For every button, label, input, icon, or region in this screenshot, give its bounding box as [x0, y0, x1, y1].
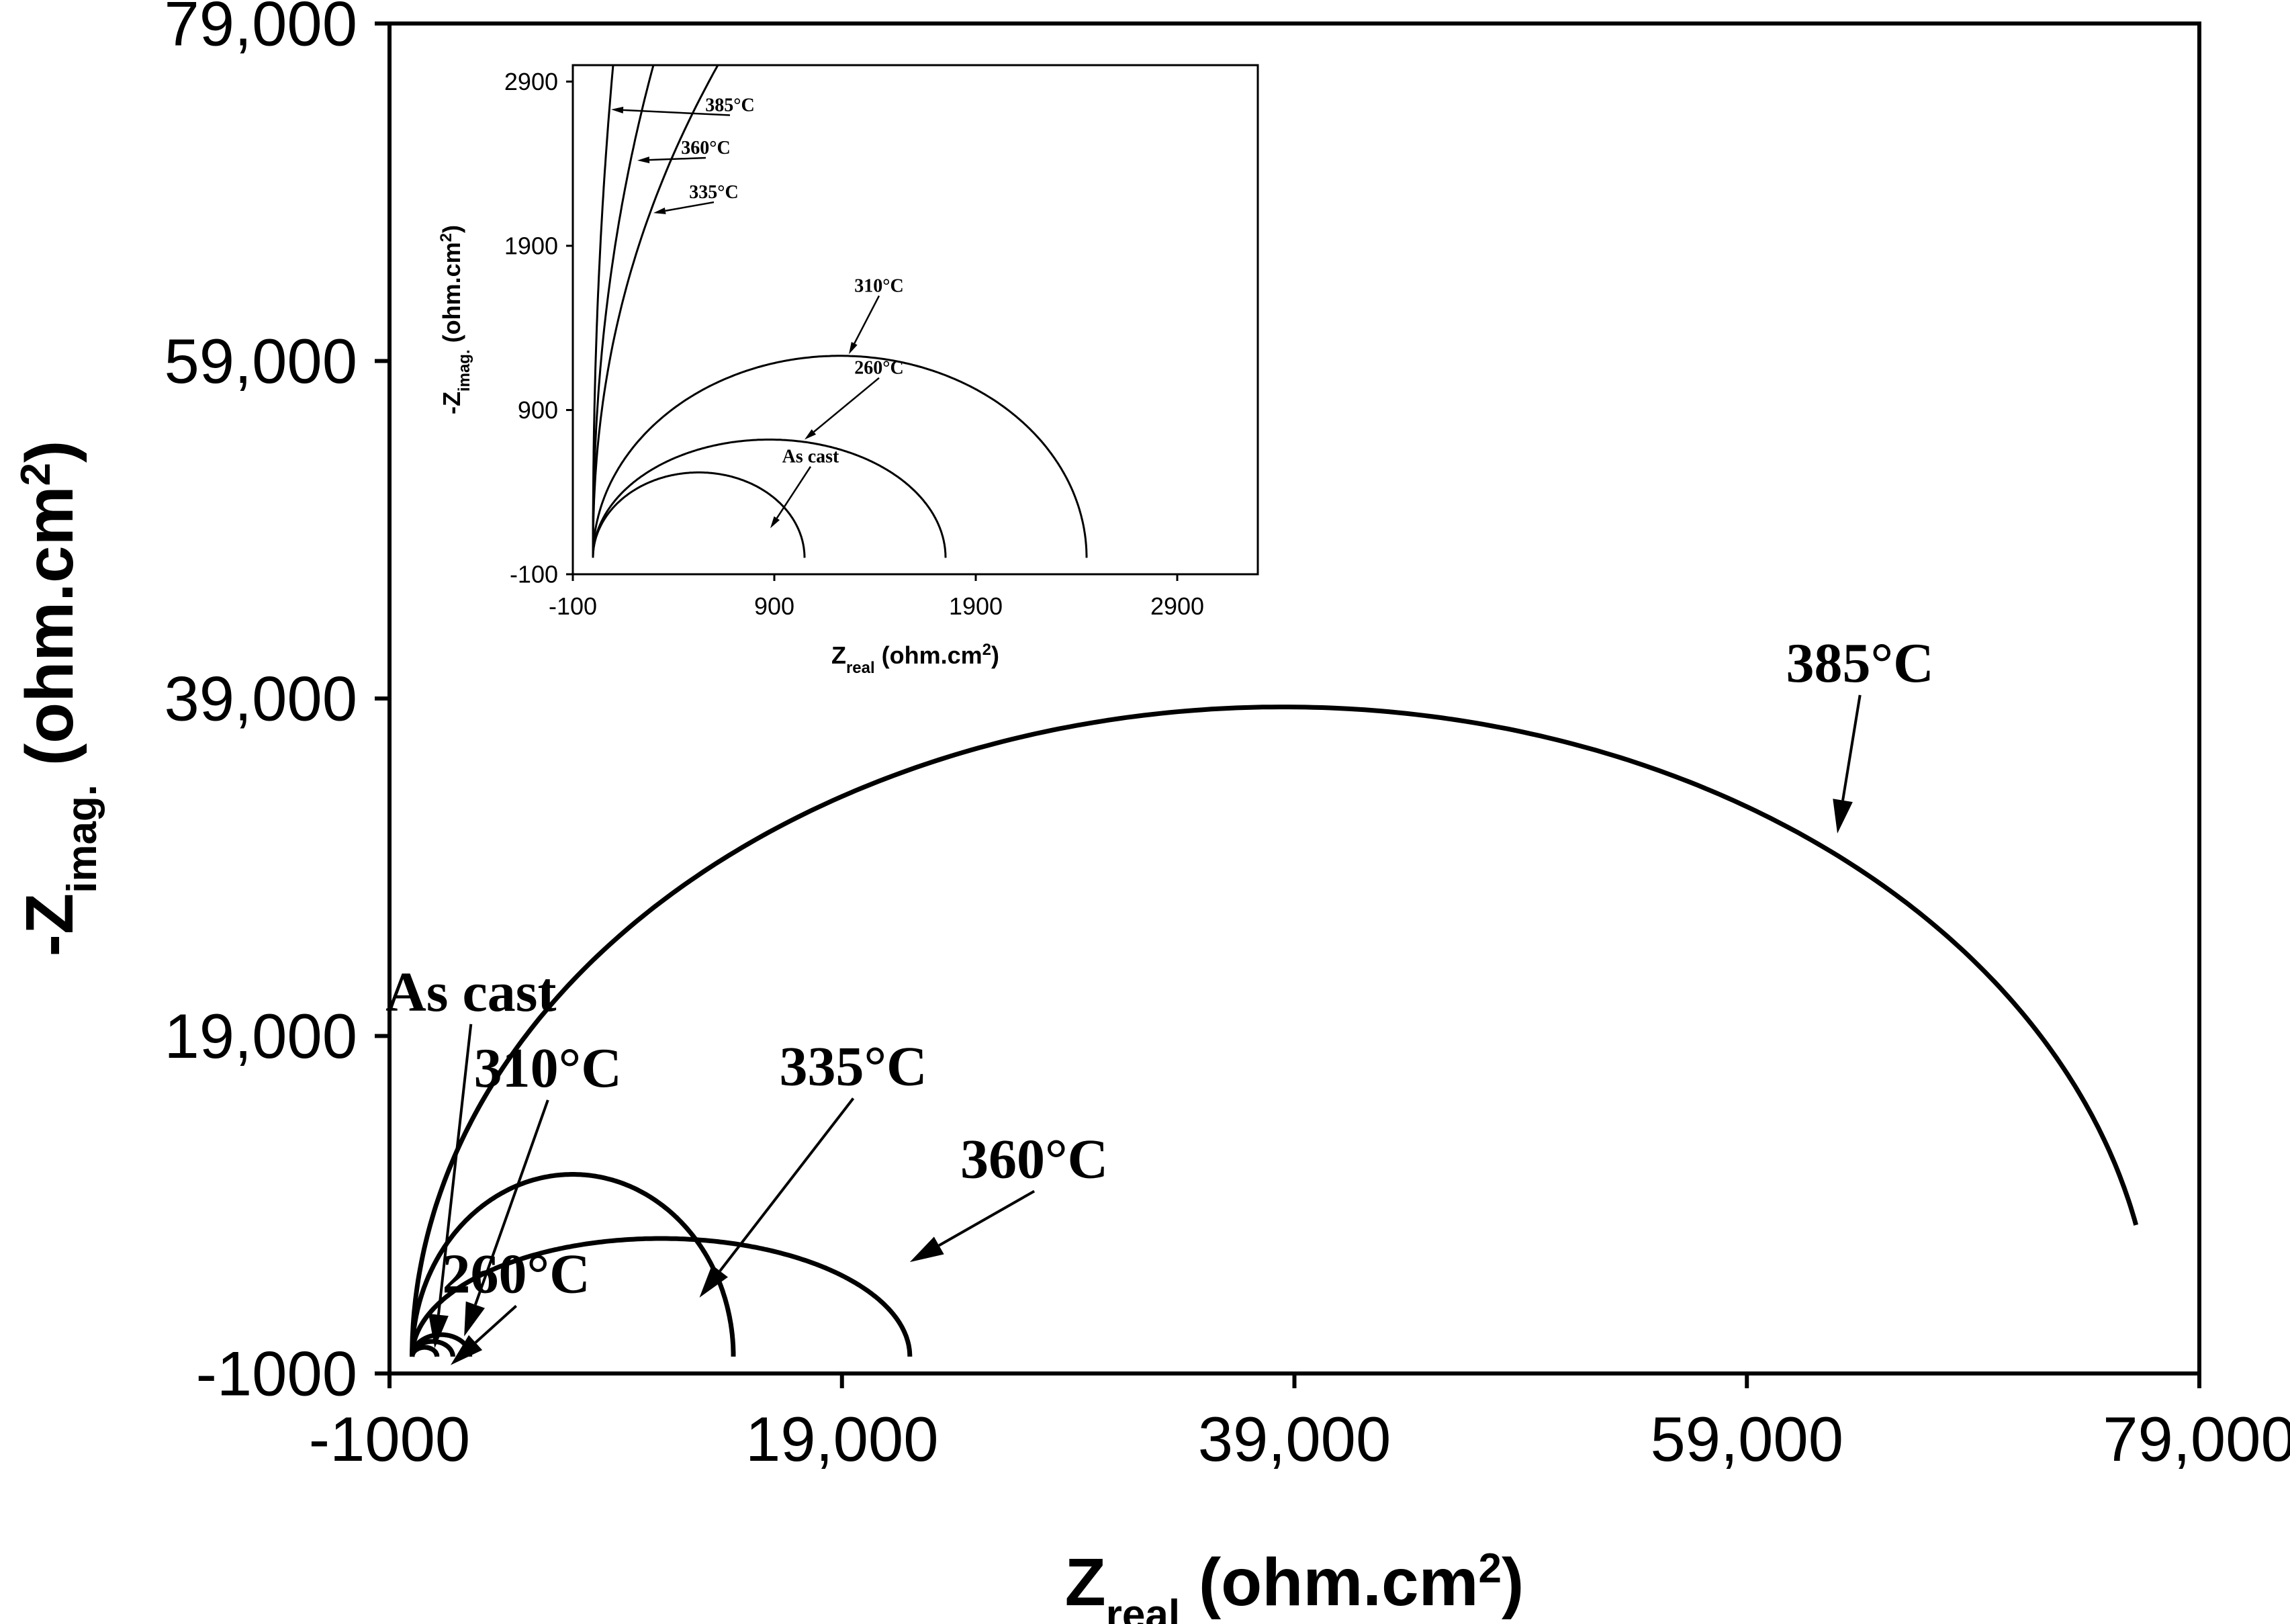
inset-x-tick-label: 900 — [754, 592, 794, 620]
inset-x-axis-label: Zreal (ohm.cm2) — [831, 641, 999, 677]
main-series-360-c — [410, 1236, 913, 1357]
inset-arrow-line-260-c — [813, 377, 880, 433]
main-label-as-cast: As cast — [385, 961, 556, 1024]
main-x-tick-label: 79,000 — [2103, 1404, 2290, 1474]
inset-label-260-c: 260°C — [854, 358, 903, 379]
inset-arrow-head-310-c — [849, 342, 858, 355]
main-y-tick-label: 59,000 — [164, 326, 357, 396]
main-arrow-head-385-c — [1833, 799, 1853, 833]
inset-arrow-line-as-cast — [776, 466, 812, 519]
main-y-tick-label: 79,000 — [164, 0, 357, 59]
inset-series-310-c — [592, 355, 1088, 558]
main-plot: -1000 19,000 39,000 59,000 79,000 -1000 19,000… — [12, 0, 2290, 1624]
inset-axes: -100 900 1900 2900 -100 900 1900 2900 Zreal (ohm… — [437, 68, 1205, 677]
inset-x-tick-label: -100 — [549, 592, 597, 620]
main-y-tick-label: -1000 — [196, 1339, 357, 1409]
main-labels: 385°C 360°C 335°C 310°C 260°C As cast — [385, 632, 1934, 1365]
inset-label-335-c: 335°C — [689, 182, 738, 203]
inset-y-axis-label: -Zimag. (ohm.cm2) — [437, 225, 473, 414]
main-label-335-c: 335°C — [779, 1035, 927, 1097]
inset-x-tick-label: 1900 — [949, 592, 1003, 620]
main-arrow-line-as-cast — [437, 1024, 473, 1315]
main-arrow-head-335-c — [699, 1265, 728, 1298]
main-arrow-line-360-c — [938, 1189, 1036, 1247]
inset-series-385-c — [592, 64, 614, 558]
inset-plot-frame — [571, 64, 1259, 576]
main-label-385-c: 385°C — [1786, 632, 1934, 694]
inset-arrow-head-385-c — [611, 106, 624, 114]
main-arrow-line-385-c — [1841, 694, 1862, 801]
inset-y-tick-label: 900 — [518, 396, 558, 424]
inset-arrow-head-as-cast — [770, 516, 780, 529]
inset-arrow-line-310-c — [854, 295, 880, 344]
inset-label-385-c: 385°C — [705, 95, 754, 116]
inset-labels: 385°C 360°C 335°C 310°C 260°C As cast — [611, 95, 904, 529]
inset-y-tick-label: 2900 — [504, 68, 558, 95]
main-arrow-line-335-c — [719, 1097, 855, 1272]
main-arrow-head-360-c — [909, 1236, 944, 1263]
main-arrow-line-260-c — [474, 1304, 517, 1344]
inset-arrow-line-360-c — [649, 156, 706, 161]
inset-series-335-c — [592, 64, 719, 558]
main-label-310-c: 310°C — [474, 1037, 622, 1099]
inset-label-310-c: 310°C — [854, 275, 903, 296]
main-arrow-head-as-cast — [428, 1313, 449, 1349]
inset-y-tick-label: 1900 — [504, 232, 558, 259]
inset-x-tick-label: 2900 — [1150, 592, 1204, 620]
main-axes: -1000 19,000 39,000 59,000 79,000 -1000 19,000… — [12, 0, 2290, 1624]
main-x-axis-label: Zreal (ohm.cm2) — [1065, 1545, 1524, 1624]
main-series-385-c — [410, 705, 2139, 1357]
inset-curves — [592, 64, 1088, 558]
inset-series-as-cast — [592, 471, 806, 558]
inset-series-260-c — [592, 439, 947, 558]
inset-arrow-head-260-c — [805, 429, 817, 440]
main-label-260-c: 260°C — [443, 1243, 590, 1305]
inset-arrow-line-385-c — [623, 109, 731, 116]
main-label-360-c: 360°C — [960, 1128, 1108, 1191]
main-curves — [410, 705, 2139, 1357]
main-y-axis-label: -Zimag. (ohm.cm2) — [12, 441, 105, 957]
inset-y-tick-label: -100 — [510, 561, 558, 588]
inset-label-360-c: 360°C — [681, 138, 730, 159]
inset-arrow-line-335-c — [665, 201, 715, 212]
main-x-tick-label: 59,000 — [1650, 1404, 1843, 1474]
inset-plot: -100 900 1900 2900 -100 900 1900 2900 Zreal (ohm… — [437, 64, 1259, 677]
main-arrow-head-310-c — [464, 1301, 486, 1337]
main-arrow-head-260-c — [450, 1335, 483, 1365]
main-x-tick-label: 19,000 — [745, 1404, 939, 1474]
main-y-tick-label: 19,000 — [164, 1001, 357, 1071]
main-x-tick-label: -1000 — [309, 1404, 470, 1474]
inset-label-as-cast: As cast — [782, 447, 839, 467]
main-y-tick-label: 39,000 — [164, 664, 357, 734]
inset-arrow-head-360-c — [637, 156, 650, 164]
main-arrow-line-310-c — [473, 1099, 549, 1306]
inset-arrow-head-335-c — [653, 207, 666, 214]
main-x-tick-label: 39,000 — [1198, 1404, 1391, 1474]
